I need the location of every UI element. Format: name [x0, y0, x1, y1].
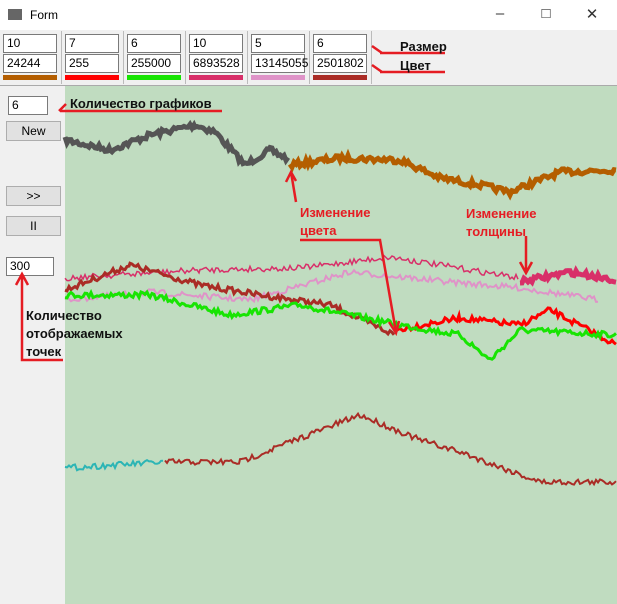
annotation-points: отображаемых — [26, 326, 123, 341]
size-input[interactable]: 10 — [189, 34, 243, 53]
color-panel — [188, 31, 248, 84]
trace — [287, 148, 617, 201]
count-input[interactable]: 6 — [8, 96, 48, 115]
annotation-color-change: цвета — [300, 223, 337, 238]
color-swatch — [65, 75, 119, 80]
size-input[interactable]: 6 — [127, 34, 181, 53]
annotation-points: Количество — [26, 308, 102, 323]
size-input[interactable]: 6 — [313, 34, 367, 53]
trace — [64, 288, 617, 361]
annotation-color-change: Изменение — [300, 205, 370, 220]
size-input[interactable]: 5 — [251, 34, 305, 53]
color-input[interactable]: 2501802 — [313, 54, 367, 73]
color-swatch — [3, 75, 57, 80]
annotation-width-change: Изменение — [466, 206, 536, 221]
trace — [62, 119, 291, 167]
color-panel — [64, 31, 124, 84]
minimize[interactable]: – — [495, 5, 505, 22]
color-panel — [312, 31, 372, 84]
color-input[interactable]: 255 — [65, 54, 119, 73]
trace — [394, 306, 617, 346]
trace — [64, 458, 164, 472]
color-swatch — [313, 75, 367, 80]
trace — [519, 265, 617, 287]
color-input[interactable]: 255000 — [127, 54, 181, 73]
size-input[interactable]: 7 — [65, 34, 119, 53]
annotation-size: Размер — [400, 39, 447, 54]
color-input[interactable]: 13145055 — [251, 54, 308, 73]
annotation-points: точек — [26, 344, 62, 359]
arrows — [14, 44, 534, 362]
close[interactable]: ✕ — [585, 6, 599, 23]
points-input[interactable]: 300 — [6, 257, 54, 276]
forward-button[interactable]: >> — [6, 186, 61, 206]
title-bar — [0, 0, 617, 30]
color-swatch — [251, 75, 305, 80]
new-button[interactable]: New — [6, 121, 61, 141]
annotation-count: Количество графиков — [70, 96, 212, 111]
app-icon — [8, 9, 22, 20]
annotation-width-change: толщины — [466, 224, 526, 239]
size-input[interactable]: 10 — [3, 34, 57, 53]
trace — [64, 261, 396, 337]
maximize[interactable]: □ — [541, 5, 551, 22]
trace — [64, 254, 519, 282]
pause-button[interactable]: II — [6, 216, 61, 236]
plot-area — [65, 86, 617, 604]
color-input[interactable]: 6893528 — [189, 54, 243, 73]
color-panel — [250, 31, 310, 84]
window-title: Form — [30, 8, 58, 22]
annotation-color: Цвет — [400, 58, 431, 73]
trace — [64, 268, 599, 304]
color-input[interactable]: 24244 — [3, 54, 57, 73]
trace — [164, 411, 617, 487]
color-panel — [126, 31, 186, 84]
color-panel — [2, 31, 62, 84]
separator — [0, 85, 617, 86]
color-swatch — [127, 75, 181, 80]
color-swatch — [189, 75, 243, 80]
